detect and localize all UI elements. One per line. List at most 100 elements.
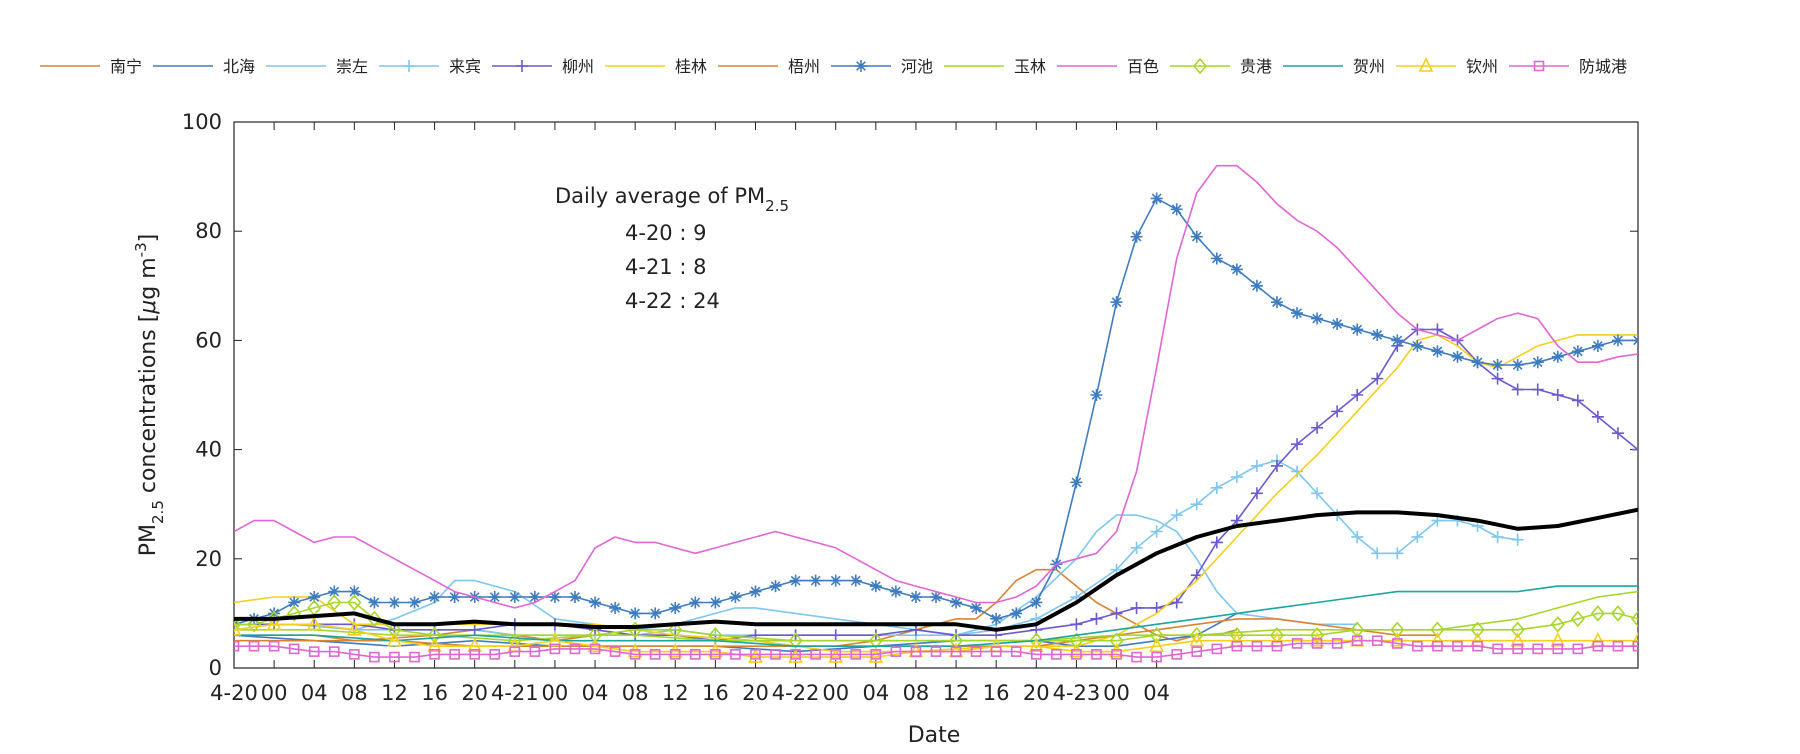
diamond-marker xyxy=(1630,610,1638,628)
square-marker xyxy=(710,649,721,660)
square-marker xyxy=(589,643,601,655)
asterisk-marker xyxy=(1411,339,1424,352)
square-marker xyxy=(569,643,581,655)
legend-label: 柳州 xyxy=(562,57,594,76)
plus-marker xyxy=(1371,547,1384,560)
plus-marker xyxy=(1170,596,1183,609)
square-marker xyxy=(1432,640,1443,652)
square-marker xyxy=(1211,643,1223,655)
asterisk-marker xyxy=(1632,334,1638,347)
square-marker xyxy=(1512,643,1523,655)
square-marker xyxy=(1191,646,1203,657)
x-tick-label: 08 xyxy=(622,681,649,705)
legend-label: 防城港 xyxy=(1579,57,1627,76)
square-marker xyxy=(1171,649,1182,660)
square-marker xyxy=(1271,640,1283,652)
plus-marker xyxy=(1150,525,1163,538)
asterisk-marker xyxy=(609,601,622,614)
square-marker xyxy=(1472,640,1483,652)
plus-marker xyxy=(1611,427,1624,440)
asterisk-marker xyxy=(1391,334,1404,347)
plus-marker xyxy=(950,629,963,642)
square-marker xyxy=(1251,640,1263,652)
square-marker xyxy=(609,646,621,657)
x-tick-label: 12 xyxy=(381,681,408,705)
asterisk-marker xyxy=(548,591,561,604)
series-11 xyxy=(234,585,1638,647)
square-marker xyxy=(1533,60,1545,72)
asterisk-marker xyxy=(889,585,902,598)
y-tick-label: 80 xyxy=(195,219,222,243)
square-marker xyxy=(870,649,882,660)
asterisk-marker xyxy=(769,580,782,593)
triangle-marker xyxy=(347,620,362,636)
plus-marker xyxy=(1391,547,1404,560)
asterisk-marker xyxy=(368,596,381,609)
square-marker xyxy=(830,649,842,660)
triangle-marker xyxy=(387,631,402,647)
annotation-title-subscript: 2.5 xyxy=(765,197,789,215)
triangle-marker xyxy=(306,615,322,631)
plus-marker xyxy=(1531,383,1544,396)
square-marker xyxy=(970,646,982,657)
legend-item: 来宾 xyxy=(379,57,481,76)
plus-marker xyxy=(1571,394,1584,407)
asterisk-marker xyxy=(1471,356,1484,369)
asterisk-marker xyxy=(1250,279,1263,292)
y-tick-label: 60 xyxy=(195,328,222,352)
plus-marker xyxy=(1511,533,1524,546)
diamond-marker xyxy=(1149,627,1164,644)
square-marker xyxy=(248,640,260,652)
square-marker xyxy=(770,649,781,660)
x-tick-label: 16 xyxy=(702,681,729,705)
plus-marker xyxy=(1090,612,1103,625)
diamond-marker xyxy=(387,621,402,639)
legend-item: 钦州 xyxy=(1396,57,1498,76)
legend-label: 贺州 xyxy=(1353,57,1385,76)
x-tick-label: 20 xyxy=(742,681,769,705)
x-tick-label: 04 xyxy=(1143,681,1170,705)
plus-marker xyxy=(1150,601,1163,614)
asterisk-marker xyxy=(990,612,1003,625)
series-10 xyxy=(234,594,1638,649)
legend-item: 崇左 xyxy=(266,57,368,76)
legend-label: 钦州 xyxy=(1466,57,1498,76)
triangle-marker xyxy=(1550,631,1566,647)
square-marker xyxy=(1532,643,1544,655)
asterisk-marker xyxy=(855,60,867,72)
x-tick-label: 4-23 xyxy=(1053,681,1101,705)
x-tick-label: 12 xyxy=(943,681,970,705)
square-marker xyxy=(950,646,962,657)
plot-frame xyxy=(233,121,1639,669)
square-marker xyxy=(308,646,320,657)
plus-marker xyxy=(1230,470,1243,483)
square-marker xyxy=(649,649,661,660)
plus-marker xyxy=(789,629,802,642)
diamond-marker xyxy=(1109,632,1124,649)
triangle-marker xyxy=(547,631,563,647)
diamond-marker xyxy=(287,605,302,622)
asterisk-marker xyxy=(388,596,401,609)
square-marker xyxy=(1572,643,1584,655)
asterisk-marker xyxy=(1291,307,1304,320)
x-axis-title: Date xyxy=(908,723,961,748)
y-axis-title-prefix: PM xyxy=(136,524,161,556)
plus-marker xyxy=(1210,536,1223,549)
plus-marker xyxy=(468,623,481,636)
x-tick-label: 08 xyxy=(903,681,930,705)
square-marker xyxy=(1592,640,1604,652)
y-tick-label: 20 xyxy=(195,547,222,571)
square-marker xyxy=(990,646,1002,657)
asterisk-marker xyxy=(1491,358,1504,371)
daily-average-annotation: Daily average of PM2.5 4-20 : 9 4-21 : 8… xyxy=(555,184,789,313)
asterisk-marker xyxy=(1551,350,1564,363)
y-axis-title-mu: μ xyxy=(136,300,161,315)
series-line xyxy=(234,507,1638,632)
legend-item: 梧州 xyxy=(718,57,820,76)
asterisk-marker xyxy=(448,591,461,604)
square-marker xyxy=(268,640,280,652)
square-marker xyxy=(930,646,942,657)
plus-marker xyxy=(1270,459,1283,472)
plus-marker xyxy=(1491,372,1504,385)
asterisk-marker xyxy=(268,607,281,620)
